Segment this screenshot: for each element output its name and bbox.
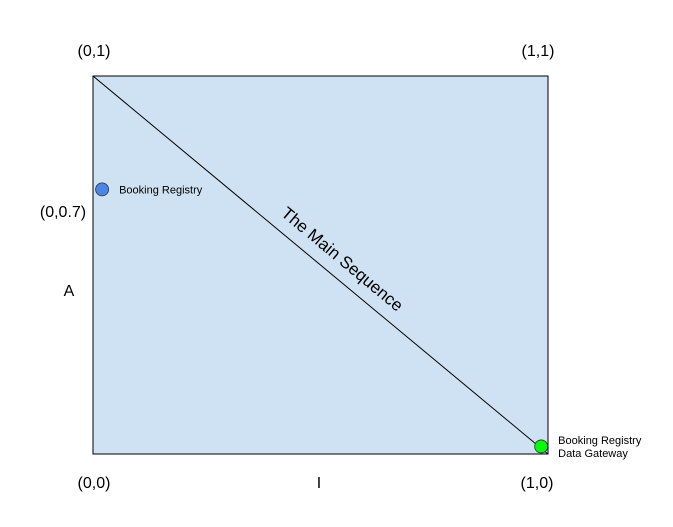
main-sequence-line (92, 75, 549, 455)
data-point-label-2: Booking Registry Data Gateway (558, 435, 642, 460)
data-point-1 (95, 182, 109, 197)
y-tick-label: (0,0.7) (40, 204, 86, 221)
corner-label-top-right: (1,1) (522, 43, 555, 60)
y-axis-label: A (64, 283, 75, 300)
data-point-label-1: Booking Registry (119, 184, 203, 196)
x-axis-label: I (317, 475, 321, 492)
corner-label-top-left: (0,1) (78, 43, 111, 60)
points-layer: Booking Registry Booking Registry Data Gat… (95, 182, 642, 460)
data-point-2 (534, 439, 549, 454)
corner-label-bottom-left: (0,0) (78, 475, 111, 492)
corner-label-bottom-right: (1,0) (521, 475, 554, 492)
